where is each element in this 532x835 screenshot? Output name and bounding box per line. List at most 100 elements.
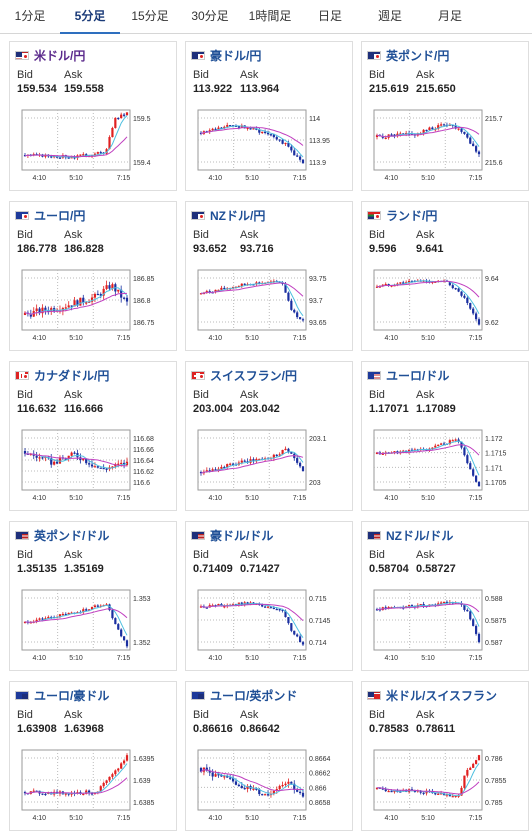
pair-title[interactable]: 米ドル/スイスフラン bbox=[367, 687, 497, 703]
tab-5[interactable]: 1時間足 bbox=[248, 9, 292, 23]
candle-body bbox=[293, 630, 296, 635]
candle-body bbox=[234, 781, 238, 785]
candle-body bbox=[38, 308, 41, 314]
pair-title[interactable]: ユーロ/豪ドル bbox=[15, 687, 109, 703]
pair-title[interactable]: ユーロ/ドル bbox=[367, 367, 449, 383]
mini-chart[interactable]: 0.588 0.5875 0.587 4:10 5:10 7:15 bbox=[362, 584, 530, 670]
tab-6[interactable]: 日足 bbox=[317, 9, 342, 23]
tab-1[interactable]: 1分足 bbox=[14, 9, 46, 23]
candle-body bbox=[284, 610, 287, 618]
tab-3[interactable]: 15分足 bbox=[131, 9, 169, 23]
rate-card[interactable]: 英ポンド/円 Bid Ask 215.619 215.650 215.7 215.6 4:10… bbox=[361, 41, 529, 191]
pair-title[interactable]: 米ドル/円 bbox=[15, 47, 85, 63]
mini-chart[interactable]: 114 113.95 113.9 4:10 5:10 7:15 bbox=[186, 104, 354, 190]
candle-body bbox=[82, 609, 85, 613]
candle-body bbox=[29, 313, 32, 317]
y-tick-label: 116.64 bbox=[133, 458, 154, 465]
mini-chart[interactable]: 159.5 159.4 4:10 5:10 7:15 bbox=[10, 104, 178, 190]
candle-body bbox=[44, 618, 47, 620]
rate-card[interactable]: ユーロ/英ポンド Bid Ask 0.86616 0.86642 0.8664 0.8662… bbox=[185, 681, 353, 831]
tab-7[interactable]: 週足 bbox=[377, 9, 402, 23]
bid-value: 0.78583 bbox=[369, 723, 409, 735]
pair-title[interactable]: NZドル/ドル bbox=[367, 527, 453, 543]
candle-body bbox=[67, 157, 70, 159]
candle-body bbox=[258, 458, 261, 461]
mini-chart[interactable]: 9.64 9.62 4:10 5:10 7:15 bbox=[362, 264, 530, 350]
candle-body bbox=[428, 127, 431, 130]
candle-body bbox=[442, 124, 446, 126]
candle-body bbox=[47, 310, 50, 312]
mini-chart[interactable]: 1.172 1.1715 1.171 1.1705 4:10 5:10 7:15 bbox=[362, 424, 530, 510]
candle-body bbox=[111, 466, 114, 468]
pair-title[interactable]: ランド/円 bbox=[367, 207, 437, 223]
rate-card[interactable]: 米ドル/スイスフラン Bid Ask 0.78583 0.78611 0.786 0.785… bbox=[361, 681, 529, 831]
mini-chart[interactable]: 0.786 0.7855 0.785 4:10 5:10 7:15 bbox=[362, 744, 530, 830]
candlestick-chart: 215.7 215.6 4:10 5:10 7:15 bbox=[373, 109, 503, 182]
mini-chart[interactable]: 186.85 186.8 186.75 4:10 5:10 7:15 bbox=[10, 264, 178, 350]
candle-body bbox=[114, 770, 117, 775]
candle-body bbox=[272, 607, 275, 609]
pair-title[interactable]: 英ポンド/ドル bbox=[15, 527, 109, 543]
bid-label: Bid bbox=[193, 229, 209, 241]
mini-chart[interactable]: 116.68 116.66 116.64 116.62 116.6 4:10 5:10 7:1… bbox=[10, 424, 178, 510]
candle-body bbox=[252, 284, 255, 286]
candlestick-chart: 1.353 1.352 4:10 5:10 7:15 bbox=[21, 589, 151, 662]
mini-chart[interactable]: 0.8664 0.8662 0.866 0.8658 4:10 5:10 7:15 bbox=[186, 744, 354, 830]
pair-name: 豪ドル/ドル bbox=[210, 528, 274, 543]
candle-body bbox=[205, 607, 208, 609]
candle-body bbox=[281, 609, 284, 611]
tab-4[interactable]: 30分足 bbox=[191, 9, 229, 23]
rate-card[interactable]: スイスフラン/円 Bid Ask 203.004 203.042 203.1 203 4:10… bbox=[185, 361, 353, 511]
mini-chart[interactable]: 215.7 215.6 4:10 5:10 7:15 bbox=[362, 104, 530, 190]
bid-label: Bid bbox=[369, 549, 385, 561]
rate-card[interactable]: カナダドル/円 Bid Ask 116.632 116.666 116.68 116.66 1… bbox=[9, 361, 177, 511]
pair-title[interactable]: 豪ドル/ドル bbox=[191, 527, 273, 543]
candle-body bbox=[226, 464, 229, 468]
candle-body bbox=[117, 117, 120, 120]
rate-card[interactable]: 英ポンド/ドル Bid Ask 1.35135 1.35169 1.353 1.352 4:1… bbox=[9, 521, 177, 671]
pair-title[interactable]: ユーロ/円 bbox=[15, 207, 85, 223]
candle-body bbox=[120, 763, 123, 769]
rate-card[interactable]: 米ドル/円 Bid Ask 159.534 159.558 159.5 159.4 4:10 5… bbox=[9, 41, 177, 191]
candle-body bbox=[117, 289, 120, 292]
candle-body bbox=[41, 307, 44, 314]
mini-chart[interactable]: 1.353 1.352 4:10 5:10 7:15 bbox=[10, 584, 178, 670]
mini-chart[interactable]: 93.75 93.7 93.65 4:10 5:10 7:15 bbox=[186, 264, 354, 350]
candle-body bbox=[108, 604, 111, 611]
candlestick-chart: 186.85 186.8 186.75 4:10 5:10 7:15 bbox=[21, 269, 155, 342]
rate-card[interactable]: ユーロ/豪ドル Bid Ask 1.63908 1.63968 1.6395 1.639 1.… bbox=[9, 681, 177, 831]
rate-card[interactable]: 豪ドル/ドル Bid Ask 0.71409 0.71427 0.715 0.7145 0.7… bbox=[185, 521, 353, 671]
pair-title[interactable]: スイスフラン/円 bbox=[191, 367, 297, 383]
x-tick-label: 7:15 bbox=[293, 655, 307, 662]
mini-chart[interactable]: 203.1 203 4:10 5:10 7:15 bbox=[186, 424, 354, 510]
candle-body bbox=[88, 463, 91, 465]
bid-value: 9.596 bbox=[369, 243, 397, 255]
candle-body bbox=[117, 463, 120, 465]
rate-card[interactable]: NZドル/円 Bid Ask 93.652 93.716 93.75 93.7 93.65 4:… bbox=[185, 201, 353, 351]
pair-title[interactable]: NZドル/円 bbox=[191, 207, 265, 223]
pair-title[interactable]: カナダドル/円 bbox=[15, 367, 109, 383]
candle-body bbox=[275, 454, 278, 456]
rate-card[interactable]: ユーロ/ドル Bid Ask 1.17071 1.17089 1.172 1.1715 1.1… bbox=[361, 361, 529, 511]
candle-body bbox=[448, 794, 451, 797]
candle-body bbox=[477, 319, 481, 325]
tab-8[interactable]: 月足 bbox=[437, 9, 462, 23]
pair-title[interactable]: 英ポンド/円 bbox=[367, 47, 449, 63]
rate-card[interactable]: NZドル/ドル Bid Ask 0.58704 0.58727 0.588 0.5875 0.… bbox=[361, 521, 529, 671]
tab-2[interactable]: 5分足 bbox=[60, 0, 120, 34]
rate-card[interactable]: ユーロ/円 Bid Ask 186.778 186.828 186.85 186.8 186.… bbox=[9, 201, 177, 351]
candle-body bbox=[474, 146, 478, 152]
mini-chart[interactable]: 1.6395 1.639 1.6385 4:10 5:10 7:15 bbox=[10, 744, 178, 830]
ma-long-line bbox=[376, 280, 480, 298]
rate-card[interactable]: 豪ドル/円 Bid Ask 113.922 113.964 114 113.95 113.9 4… bbox=[185, 41, 353, 191]
pair-title[interactable]: ユーロ/英ポンド bbox=[191, 687, 297, 703]
candle-body bbox=[96, 293, 99, 296]
y-tick-label: 116.66 bbox=[133, 447, 154, 454]
rate-card[interactable]: ランド/円 Bid Ask 9.596 9.641 9.64 9.62 4:10 5:10 7:1… bbox=[361, 201, 529, 351]
candle-body bbox=[375, 787, 379, 789]
mini-chart[interactable]: 0.715 0.7145 0.714 4:10 5:10 7:15 bbox=[186, 584, 354, 670]
candle-body bbox=[217, 127, 220, 130]
pair-title[interactable]: 豪ドル/円 bbox=[191, 47, 261, 63]
bid-label: Bid bbox=[369, 709, 385, 721]
candle-body bbox=[99, 152, 102, 154]
